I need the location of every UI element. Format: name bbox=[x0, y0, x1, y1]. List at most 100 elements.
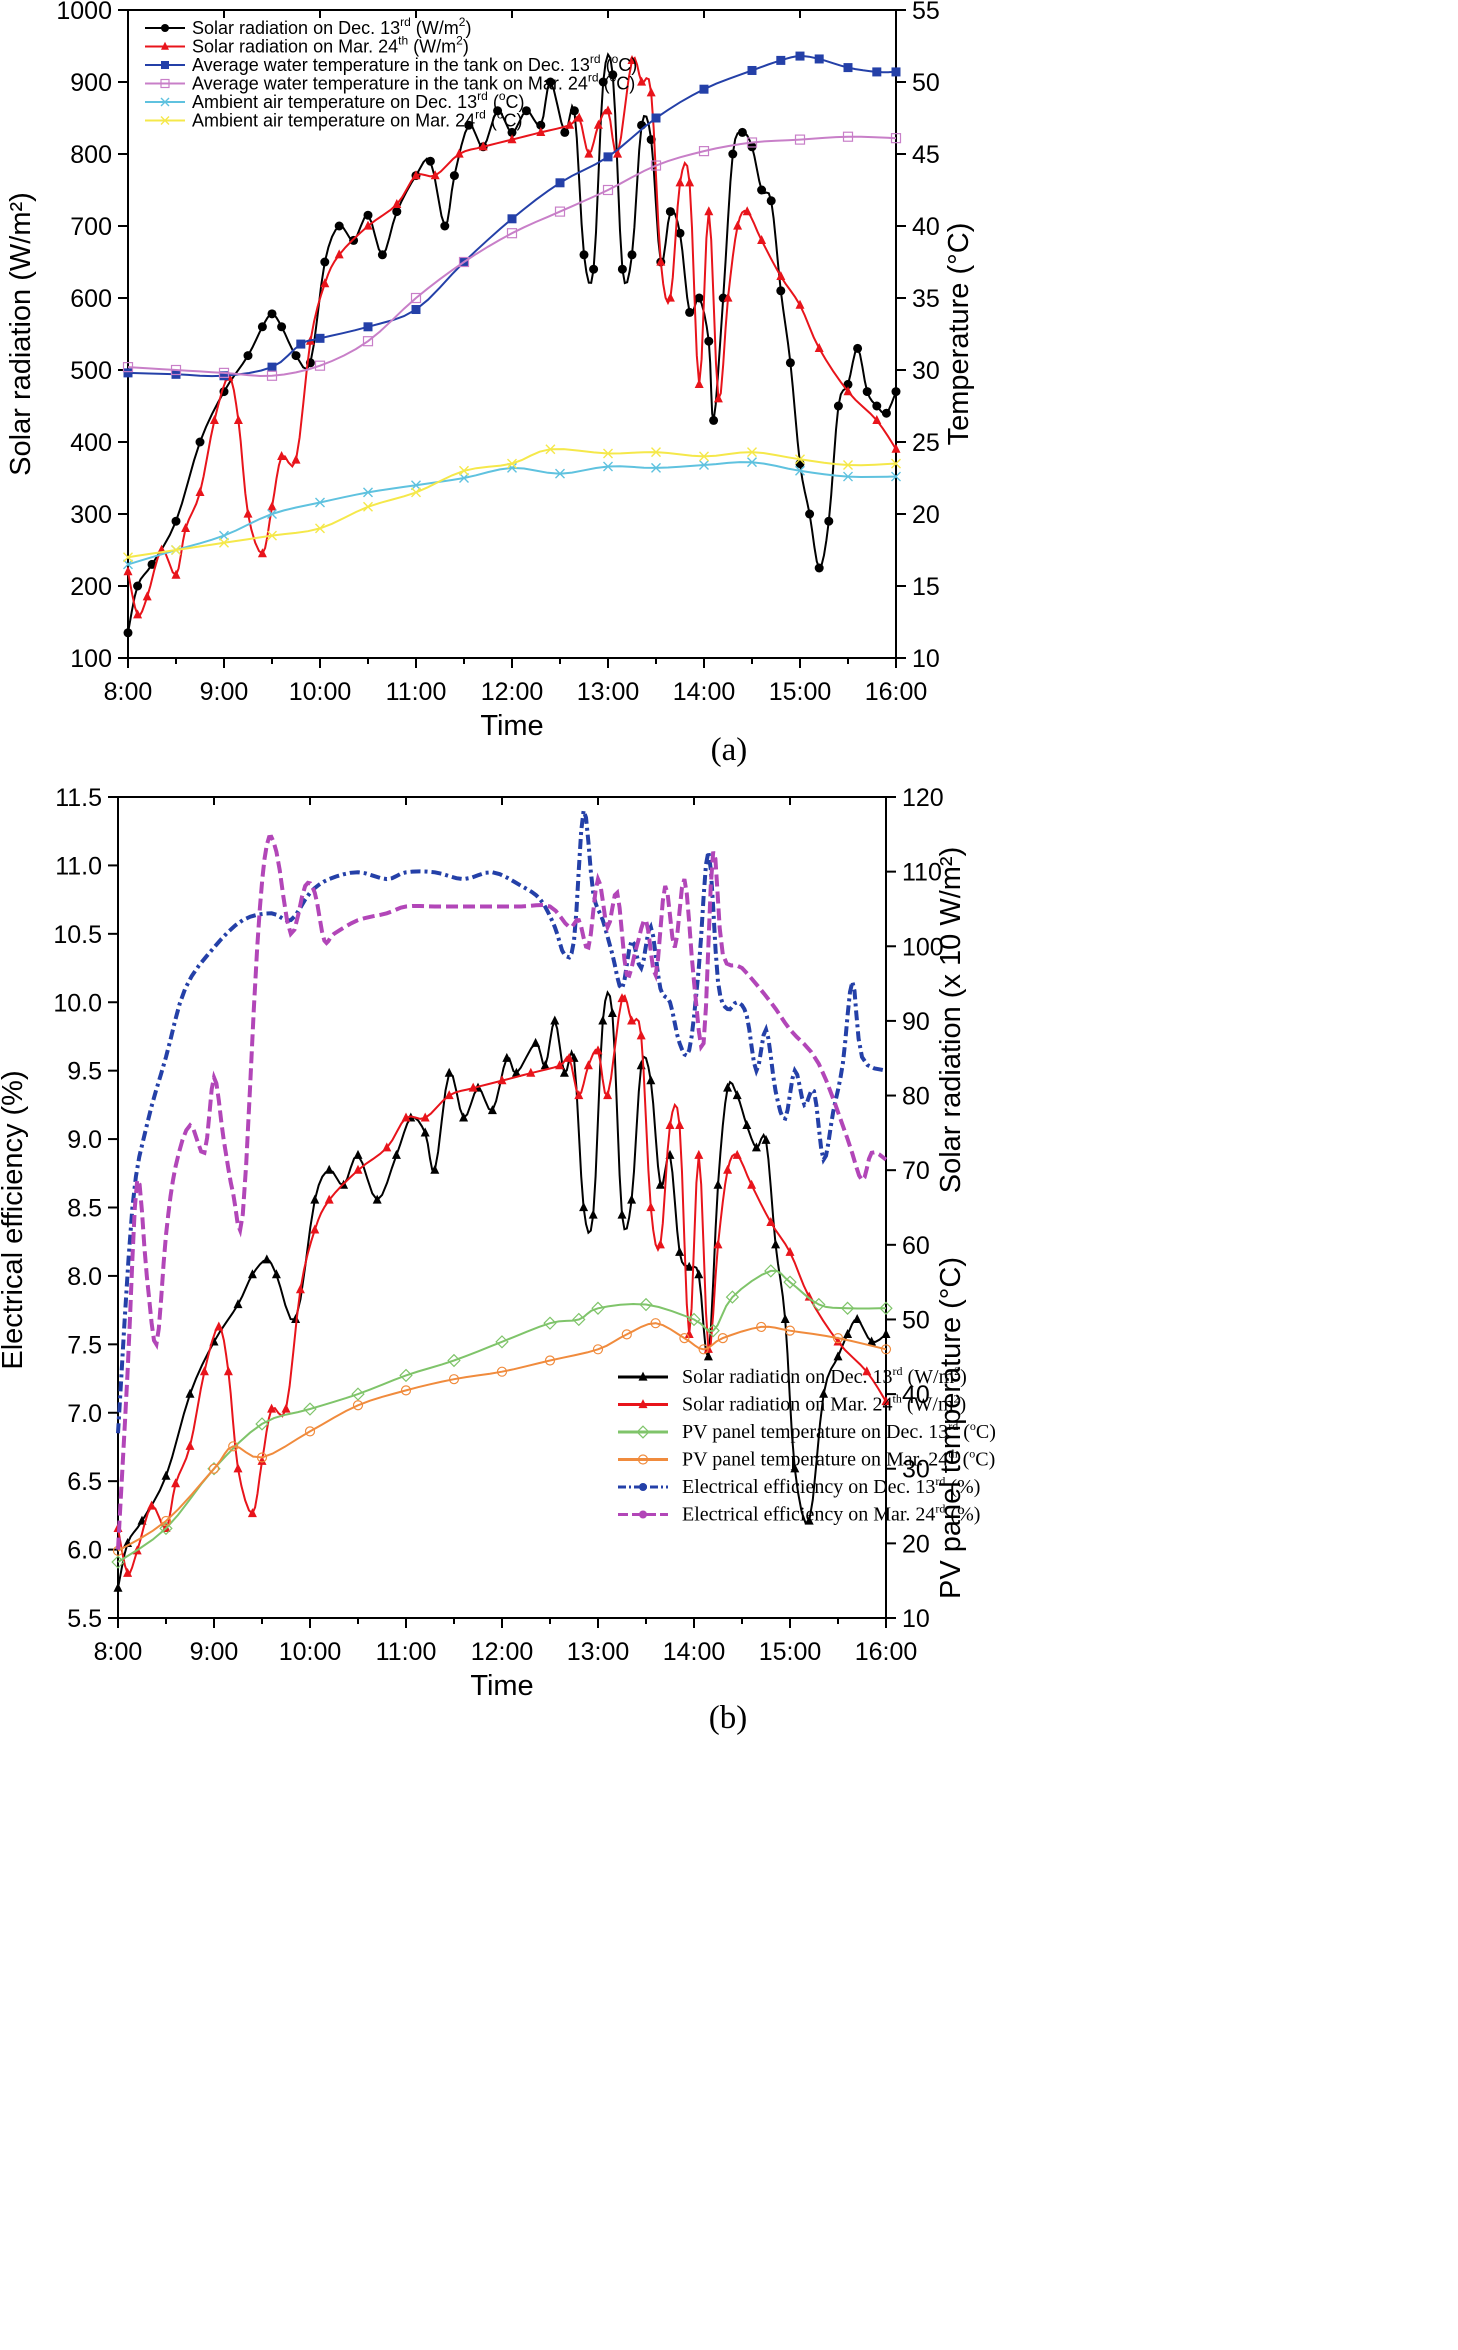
b-data-point bbox=[732, 1149, 742, 1159]
a-y-right-tick-label: 55 bbox=[912, 0, 940, 25]
a-data-point bbox=[257, 322, 267, 332]
b-data-point bbox=[852, 1314, 862, 1324]
b-data-point bbox=[247, 1269, 257, 1279]
b-data-point bbox=[706, 1323, 720, 1338]
a-data-point bbox=[493, 106, 503, 116]
b-data-point bbox=[257, 1455, 267, 1465]
a-data-point bbox=[392, 199, 402, 208]
a-data-point bbox=[651, 447, 661, 458]
a-caption: (a) bbox=[711, 732, 748, 768]
a-data-point bbox=[665, 207, 675, 217]
b-data-point bbox=[185, 1388, 195, 1398]
a-legend-marker bbox=[160, 97, 170, 107]
a-x-tick-label: 12:00 bbox=[481, 678, 544, 706]
b-data-point bbox=[617, 1209, 627, 1219]
a-data-point bbox=[363, 487, 373, 498]
a-data-point bbox=[314, 360, 326, 371]
a-y-left-tick-label: 1000 bbox=[56, 0, 112, 25]
a-data-point bbox=[320, 278, 330, 288]
b-series-2 bbox=[111, 1264, 893, 1569]
a-data-point bbox=[218, 367, 230, 378]
b-data-point bbox=[540, 1060, 550, 1070]
a-data-point bbox=[569, 106, 579, 116]
a-data-point bbox=[737, 127, 747, 137]
b-x-tick-label: 16:00 bbox=[855, 1638, 918, 1666]
b-data-point bbox=[804, 1291, 814, 1301]
b-data-point bbox=[559, 1067, 569, 1077]
a-legend: Solar radiation on Dec. 13rd (W/m2)Solar… bbox=[145, 15, 637, 131]
b-data-point bbox=[747, 1179, 757, 1189]
b-series-line bbox=[117, 1269, 886, 1563]
a-data-point bbox=[320, 257, 330, 267]
b-data-point bbox=[382, 1142, 392, 1152]
b-series-4 bbox=[116, 810, 887, 1434]
b-data-point bbox=[310, 1194, 320, 1204]
a-data-point bbox=[602, 184, 614, 196]
a-y-right-tick-label: 10 bbox=[912, 645, 940, 673]
a-data-point bbox=[694, 293, 704, 303]
b-x-tick-label: 13:00 bbox=[567, 1638, 630, 1666]
b-data-point bbox=[687, 1312, 701, 1327]
b-data-point bbox=[665, 1120, 675, 1129]
a-data-point bbox=[123, 552, 133, 563]
a-data-point bbox=[195, 487, 205, 496]
a-data-point bbox=[458, 256, 470, 268]
a-legend-label: Average water temperature in the tank on… bbox=[192, 71, 635, 94]
b-data-point bbox=[324, 1194, 334, 1204]
b-y-left-tick-label: 8.5 bbox=[67, 1195, 102, 1223]
b-data-point bbox=[352, 1400, 364, 1411]
b-data-point bbox=[310, 1224, 320, 1234]
b-data-point bbox=[199, 1366, 209, 1376]
b-legend: Solar radiation on Dec. 13rd (W/m2) Solar… bbox=[618, 1364, 996, 1526]
b-data-point bbox=[675, 1120, 685, 1129]
b-data-point bbox=[713, 1179, 723, 1189]
b-x-tick-label: 10:00 bbox=[279, 1638, 342, 1666]
a-data-point bbox=[554, 206, 566, 217]
a-data-point bbox=[872, 67, 882, 77]
b-data-point bbox=[256, 1452, 268, 1463]
a-data-point bbox=[890, 133, 902, 144]
b-legend-label: Electrical efficiency on Dec. 13rd (%) bbox=[682, 1474, 980, 1498]
b-data-point bbox=[391, 1149, 401, 1159]
a-data-point bbox=[267, 530, 277, 541]
a-data-point bbox=[891, 458, 901, 469]
b-data-point bbox=[862, 1366, 872, 1376]
b-data-point bbox=[650, 1318, 661, 1329]
a-legend-marker bbox=[160, 116, 170, 125]
b-data-point bbox=[785, 1246, 795, 1256]
a-data-point bbox=[891, 387, 901, 397]
a-data-point bbox=[824, 516, 834, 526]
chart-a: 8:00 9:00 10:00 11:00 12:00 13:00 14:00 15:00 16… bbox=[5, 0, 975, 768]
b-data-point bbox=[564, 1052, 574, 1062]
b-data-point bbox=[593, 1045, 603, 1055]
a-data-point bbox=[675, 177, 685, 187]
a-data-point bbox=[430, 170, 440, 180]
a-data-point bbox=[392, 207, 402, 217]
a-data-point bbox=[656, 256, 666, 266]
b-legend-label: Solar radiation on Dec. 13rd (W/m2) bbox=[682, 1364, 967, 1388]
a-data-point bbox=[181, 523, 191, 532]
a-data-point bbox=[411, 480, 421, 491]
a-data-point bbox=[257, 548, 267, 558]
b-series-line bbox=[117, 994, 887, 1575]
a-data-point bbox=[713, 393, 723, 403]
b-y-left-tick-label: 7.0 bbox=[67, 1400, 102, 1428]
a-data-point bbox=[603, 448, 613, 459]
a-y-left-tick-label: 900 bbox=[70, 69, 112, 97]
a-data-point bbox=[698, 146, 710, 157]
b-data-point bbox=[123, 1567, 133, 1577]
a-x-tick-label: 8:00 bbox=[104, 678, 153, 706]
b-legend-marker bbox=[638, 1371, 648, 1381]
a-y-right-title: Temperature (°C) bbox=[943, 223, 975, 446]
a-data-point bbox=[459, 473, 469, 483]
b-data-point bbox=[636, 1030, 646, 1040]
a-data-point bbox=[123, 566, 133, 576]
b-data-point bbox=[324, 1164, 334, 1174]
a-series-3 bbox=[122, 131, 902, 381]
a-x-tick-label: 16:00 bbox=[865, 678, 928, 706]
a-data-point bbox=[795, 299, 805, 309]
b-data-point bbox=[185, 1440, 195, 1450]
b-data-point bbox=[447, 1353, 461, 1368]
b-data-point bbox=[627, 1194, 637, 1204]
a-data-point bbox=[747, 447, 757, 458]
